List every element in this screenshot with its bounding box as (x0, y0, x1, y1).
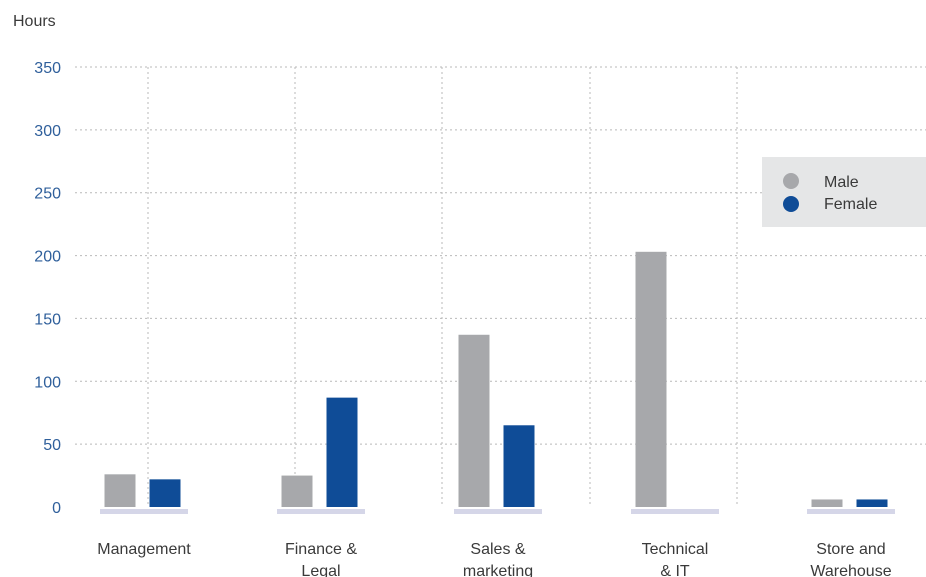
x-tick-label: Technical (642, 541, 709, 558)
legend-swatch-female (783, 196, 799, 212)
bar-female (503, 425, 535, 507)
grid-lines (75, 66, 926, 507)
bar-female (326, 397, 358, 507)
y-tick-label: 300 (34, 123, 61, 140)
x-tick-label: & IT (660, 563, 690, 577)
y-tick-label: 0 (52, 500, 61, 517)
category-baseline (454, 509, 542, 514)
x-tick-label: Warehouse (810, 563, 891, 577)
legend-label-female: Female (824, 196, 877, 213)
category-baselines (100, 509, 895, 514)
category-baseline (631, 509, 719, 514)
category-baseline (277, 509, 365, 514)
x-tick-label: Sales & (470, 541, 525, 558)
bars (104, 251, 888, 507)
bar-female (149, 479, 181, 507)
legend-background (762, 157, 926, 227)
x-tick-label: marketing (463, 563, 533, 577)
x-tick-label: Management (97, 541, 191, 558)
legend-swatch-male (783, 173, 799, 189)
bar-male (811, 499, 843, 507)
bar-male (635, 251, 667, 507)
bar-female (856, 499, 888, 507)
y-axis-label: Hours (13, 13, 56, 30)
bar-male (281, 475, 313, 507)
y-tick-label: 250 (34, 186, 61, 203)
legend-label-male: Male (824, 174, 859, 191)
y-tick-label: 200 (34, 249, 61, 266)
x-axis-ticks: Management Finance & Legal Sales & marketing… (97, 541, 891, 577)
y-tick-label: 100 (34, 374, 61, 391)
y-tick-label: 350 (34, 60, 61, 77)
category-baseline (807, 509, 895, 514)
category-baseline (100, 509, 188, 514)
x-tick-label: Legal (301, 563, 340, 577)
y-axis-ticks: 0 50 100 150 200 250 300 350 (34, 60, 61, 517)
y-tick-label: 150 (34, 311, 61, 328)
bar-male (458, 334, 490, 507)
x-tick-label: Store and (816, 541, 885, 558)
x-tick-label: Finance & (285, 541, 357, 558)
legend: Male Female (762, 157, 926, 227)
y-tick-label: 50 (43, 437, 61, 454)
bar-male (104, 474, 136, 507)
